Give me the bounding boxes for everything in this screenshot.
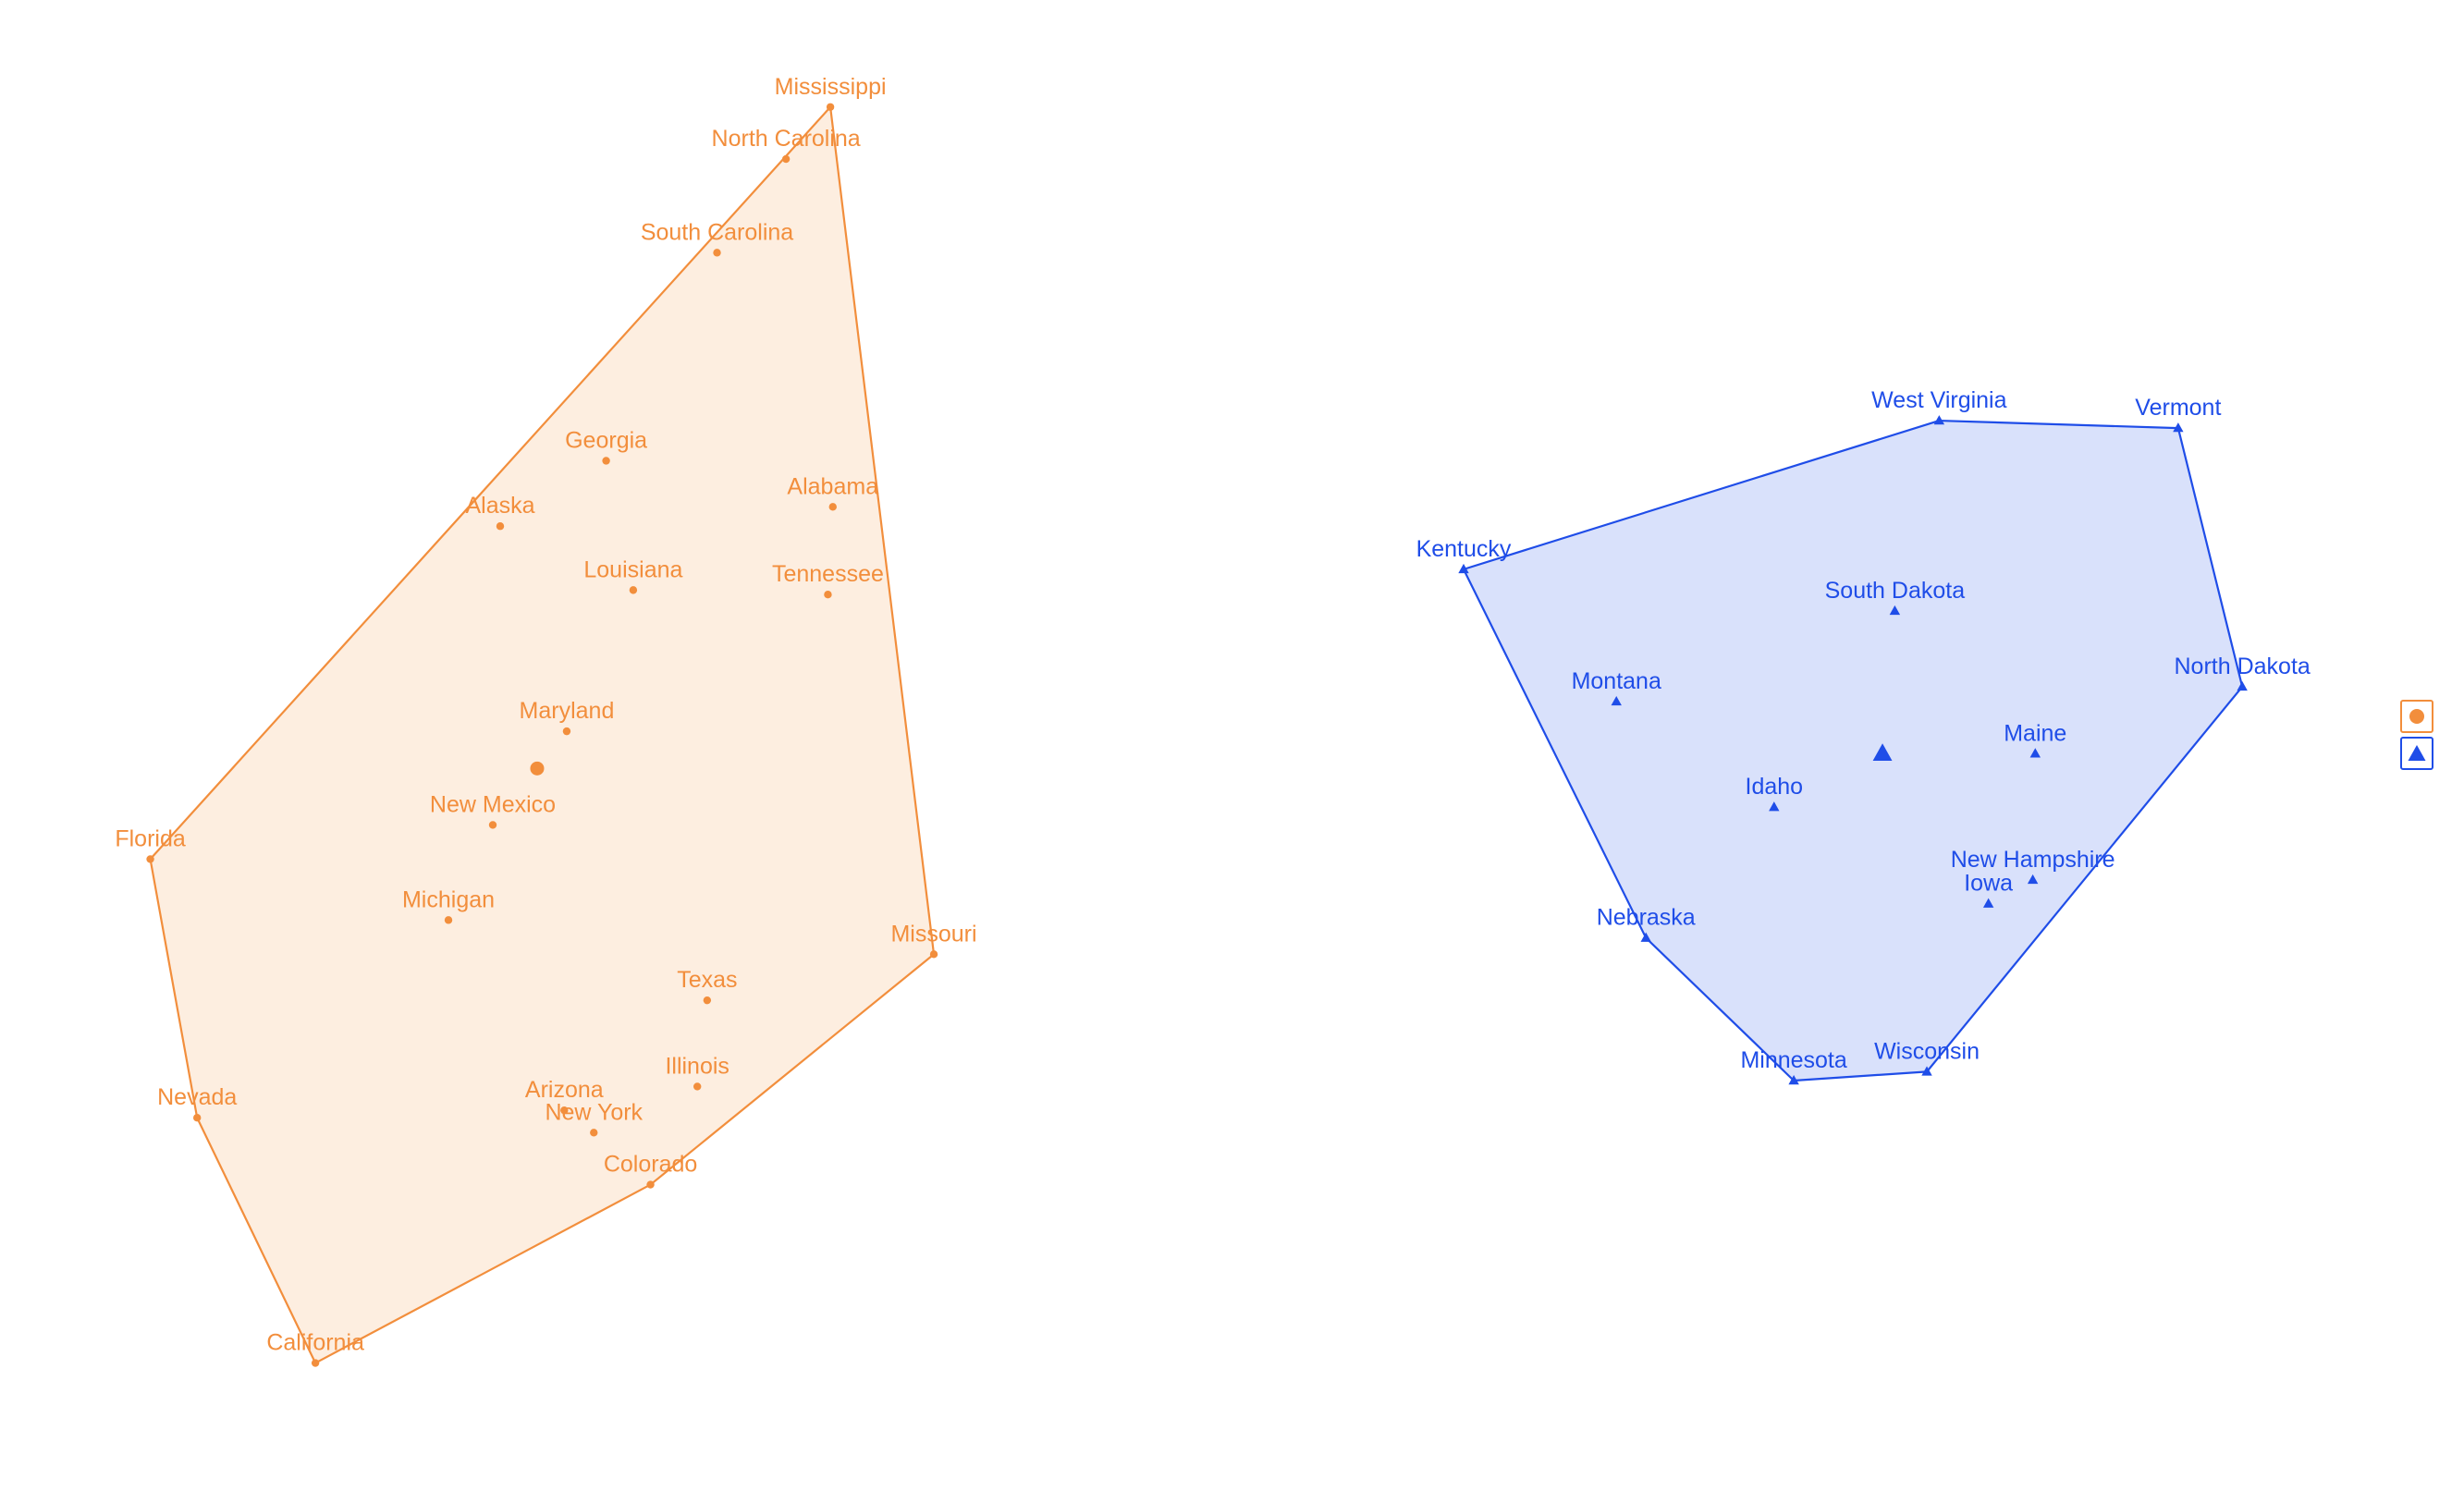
point-tennessee: [824, 591, 832, 599]
point-label-alaska: Alaska: [465, 493, 534, 519]
point-idaho: [1769, 801, 1780, 812]
point-label-west-virginia: West Virginia: [1871, 387, 2006, 413]
point-wisconsin: [1921, 1066, 1932, 1076]
point-label-iowa: Iowa: [1964, 871, 2013, 897]
point-montana: [1611, 695, 1622, 706]
point-iowa: [1982, 898, 1994, 908]
centroid-marker: [530, 761, 545, 776]
legend-marker-0: [2409, 709, 2424, 724]
point-colorado: [646, 1180, 655, 1189]
centroid-marker: [1872, 743, 1893, 761]
point-kentucky: [1458, 563, 1469, 574]
point-label-new-hampshire: New Hampshire: [1951, 847, 2115, 873]
point-label-new-mexico: New Mexico: [430, 791, 556, 817]
point-maine: [2029, 748, 2041, 758]
point-label-nebraska: Nebraska: [1597, 905, 1696, 931]
hull-polygon-1: [1462, 419, 2244, 1082]
point-label-idaho: Idaho: [1746, 774, 1804, 800]
point-illinois: [693, 1082, 702, 1091]
point-label-nevada: Nevada: [157, 1084, 237, 1110]
point-label-vermont: Vermont: [2135, 395, 2221, 421]
point-louisiana: [629, 586, 638, 594]
series-group-1: West Virginia Vermont Kentucky South Dakota…: [1416, 387, 2311, 1085]
point-new-york: [590, 1129, 598, 1137]
point-texas: [703, 996, 712, 1005]
legend-marker-1: [2408, 745, 2426, 761]
point-label-north-carolina: North Carolina: [712, 126, 861, 152]
point-label-illinois: Illinois: [665, 1053, 729, 1079]
point-vermont: [2173, 422, 2184, 433]
point-mississippi: [826, 103, 835, 111]
point-label-alabama: Alabama: [787, 473, 878, 499]
point-maryland: [562, 727, 571, 736]
point-label-florida: Florida: [115, 825, 186, 851]
point-label-missouri: Missouri: [890, 921, 976, 947]
hull-polygon-0: [149, 105, 936, 1364]
point-nevada: [193, 1114, 202, 1122]
point-minnesota: [1788, 1075, 1799, 1085]
point-west-virginia: [1933, 415, 1945, 425]
point-alabama: [828, 503, 837, 511]
point-alaska: [496, 522, 505, 531]
point-nebraska: [1640, 932, 1651, 942]
point-label-kentucky: Kentucky: [1416, 536, 1512, 562]
point-label-tennessee: Tennessee: [772, 561, 884, 587]
point-label-maine: Maine: [2004, 720, 2066, 746]
series-group-0: Mississippi North Carolina South Carolina G…: [115, 74, 977, 1367]
point-south-carolina: [713, 249, 721, 257]
point-label-montana: Montana: [1572, 668, 1661, 694]
point-label-michigan: Michigan: [402, 886, 495, 912]
point-label-texas: Texas: [677, 967, 737, 993]
point-michigan: [444, 916, 453, 924]
point-new-mexico: [488, 821, 497, 829]
point-label-new-york: New York: [545, 1099, 643, 1125]
point-new-hampshire: [2027, 874, 2039, 885]
point-california: [311, 1359, 320, 1367]
point-florida: [146, 855, 154, 863]
point-label-arizona: Arizona: [525, 1077, 604, 1103]
point-label-minnesota: Minnesota: [1740, 1047, 1846, 1073]
point-label-north-dakota: North Dakota: [2175, 654, 2311, 679]
point-missouri: [929, 950, 938, 959]
point-arizona: [560, 1106, 569, 1115]
point-label-south-carolina: South Carolina: [641, 219, 793, 245]
point-label-louisiana: Louisiana: [583, 556, 682, 582]
point-label-california: California: [266, 1330, 364, 1356]
legend: [2400, 700, 2433, 770]
point-north-carolina: [781, 154, 791, 164]
point-label-georgia: Georgia: [565, 427, 647, 453]
point-georgia: [602, 457, 610, 465]
point-south-dakota: [1889, 605, 1901, 616]
point-label-south-dakota: South Dakota: [1825, 578, 1966, 604]
point-label-wisconsin: Wisconsin: [1874, 1038, 1980, 1064]
point-label-maryland: Maryland: [520, 698, 615, 724]
point-label-mississippi: Mississippi: [775, 74, 887, 100]
point-north-dakota: [2237, 680, 2248, 691]
point-label-colorado: Colorado: [604, 1152, 697, 1178]
